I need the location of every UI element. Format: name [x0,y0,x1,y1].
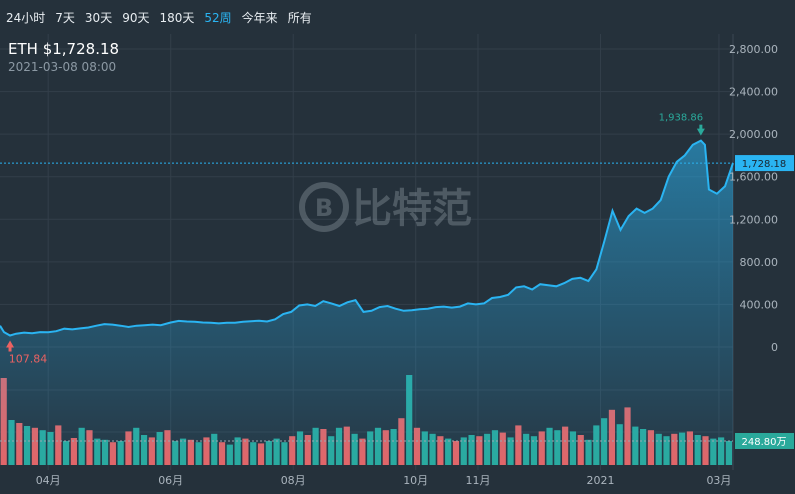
ticker-price: $1,728.18 [42,40,120,58]
tab-2[interactable]: 30天 [84,10,113,25]
tab-1[interactable]: 7天 [55,10,75,25]
svg-text:B: B [315,194,333,222]
min-arrow-stem [8,346,12,352]
price-line [0,139,734,337]
y-tick-label: 2,400.00 [729,86,778,99]
ticker-header: ETH $1,728.18 [8,40,119,58]
max-arrow-stem [699,124,703,130]
ticker-symbol: ETH [8,40,38,58]
y-tick-label: 2,000.00 [729,128,778,141]
y-tick-label: 1,600.00 [729,171,778,184]
y-tick-label: 2,800.00 [729,43,778,56]
ticker-date: 2021-03-08 08:00 [8,60,117,74]
bitcoin-b-logo-icon [299,182,349,232]
tab-5[interactable]: 52周 [204,10,232,25]
max-price-label: 1,938.86 [659,113,704,124]
min-price-label: 107.84 [9,353,48,366]
x-tick-label: 08月 [281,474,306,487]
tab-7[interactable]: 所有 [287,10,312,25]
current-price-label: 1,728.18 [742,159,787,170]
tab-6[interactable]: 今年来 [241,10,278,25]
min-arrow-icon [6,340,15,348]
current-price-badge [735,155,794,172]
watermark: B 比特范 [299,182,472,232]
x-tick-label: 11月 [465,474,490,487]
time-range-tabs: 24小时 7天 30天 90天 180天 52周 今年来 所有 [0,0,322,34]
y-tick-label: 800.00 [740,256,779,269]
current-volume-badge [735,433,794,449]
y-tick-label: 400.00 [740,298,779,311]
x-tick-label: 03月 [706,474,731,487]
current-volume-label: 248.80万 [742,437,787,448]
watermark-text: 比特范 [352,186,472,232]
tab-3[interactable]: 90天 [122,10,150,25]
x-tick-label: 04月 [36,474,61,487]
y-tick-label: 1,200.00 [729,213,778,226]
tab-4[interactable]: 180天 [159,10,195,25]
x-tick-label: 10月 [403,474,428,487]
tab-0[interactable]: 24小时 [6,10,46,25]
x-tick-label: 2021 [586,474,614,487]
price-area [0,140,733,465]
max-arrow-icon [696,128,705,136]
y-tick-label: 0 [771,341,778,354]
x-tick-label: 06月 [158,474,183,487]
